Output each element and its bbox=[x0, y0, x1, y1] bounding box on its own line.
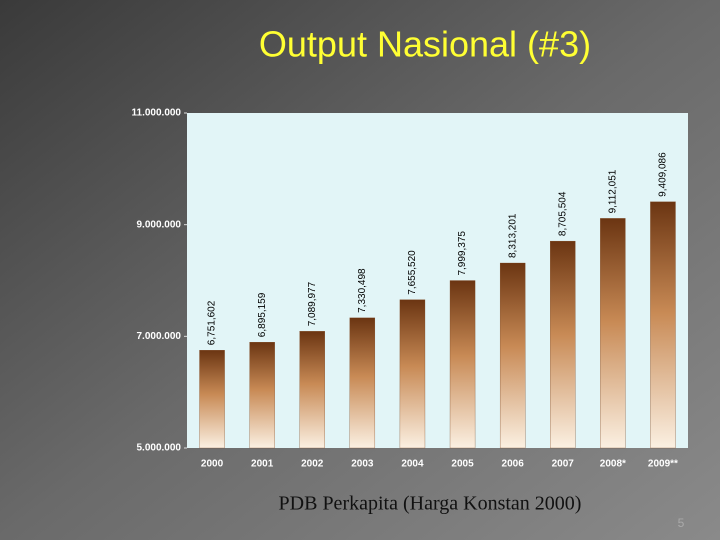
x-tick-label: 2006 bbox=[502, 459, 525, 470]
bar bbox=[299, 331, 325, 449]
x-tick-label: 2008* bbox=[600, 459, 626, 470]
value-label: 8,705,504 bbox=[557, 191, 568, 236]
bar bbox=[399, 299, 426, 449]
bar bbox=[499, 262, 526, 449]
bar bbox=[650, 201, 676, 449]
bar bbox=[249, 342, 275, 449]
value-label: 6,895,159 bbox=[257, 292, 268, 337]
x-tick-label: 2009** bbox=[648, 459, 678, 470]
value-label: 7,330,498 bbox=[357, 268, 368, 313]
page-number: 5 bbox=[678, 516, 685, 530]
value-label: 7,089,977 bbox=[307, 281, 318, 326]
y-tick-label: 11.000.000 bbox=[132, 108, 182, 119]
caption: PDB Perkapita (Harga Konstan 2000) bbox=[279, 493, 582, 515]
x-tick-label: 2003 bbox=[351, 459, 374, 470]
x-tick-label: 2000 bbox=[201, 459, 224, 470]
y-tick-label: 7.000.000 bbox=[137, 331, 182, 342]
x-tick-label: 2004 bbox=[401, 459, 424, 470]
value-label: 9,409,086 bbox=[658, 152, 669, 197]
bar bbox=[550, 240, 576, 449]
x-tick-label: 2005 bbox=[451, 459, 474, 470]
value-label: 9,112,051 bbox=[607, 169, 618, 213]
bar bbox=[349, 317, 376, 449]
x-tick-label: 2002 bbox=[301, 459, 324, 470]
y-tick-label: 9.000.000 bbox=[137, 219, 182, 230]
value-label: 7,655,520 bbox=[407, 250, 418, 295]
value-label: 8,313,201 bbox=[507, 213, 518, 258]
value-label: 6,751,602 bbox=[207, 300, 218, 345]
x-tick-label: 2001 bbox=[251, 459, 274, 470]
bar bbox=[199, 350, 225, 449]
value-label: 7,999,375 bbox=[457, 231, 468, 276]
bar bbox=[449, 280, 476, 449]
chart-title: Output Nasional (#3) bbox=[259, 24, 591, 65]
x-tick-label: 2007 bbox=[552, 459, 575, 470]
y-tick-label: 5.000.000 bbox=[137, 443, 182, 454]
bar bbox=[600, 218, 626, 449]
